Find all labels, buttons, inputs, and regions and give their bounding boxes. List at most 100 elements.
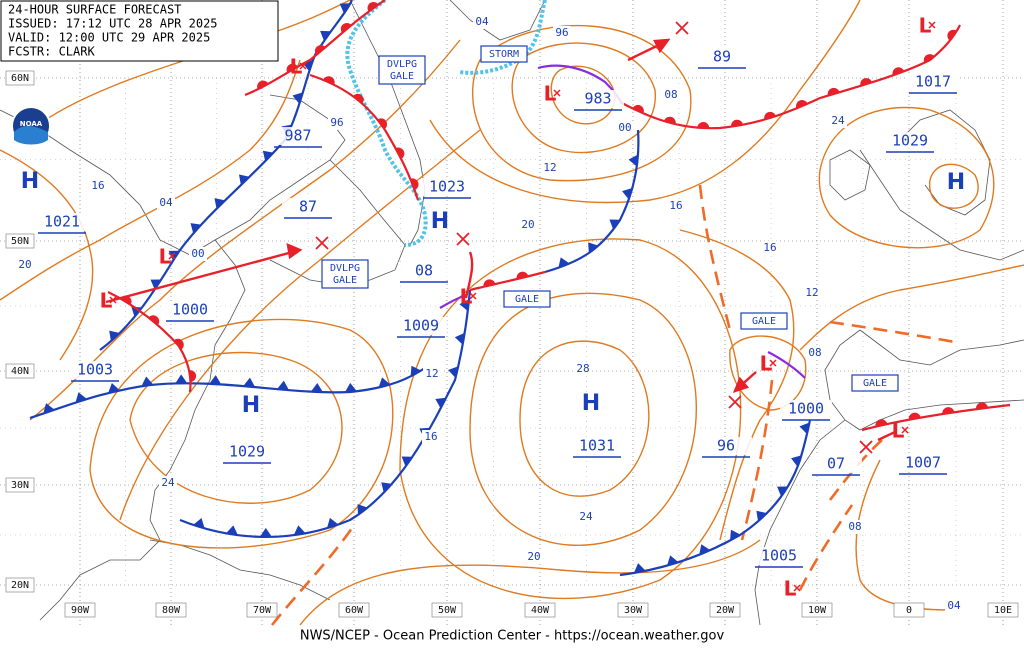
low-x	[769, 359, 777, 367]
arrow-head	[732, 376, 750, 393]
front-semicircle	[892, 67, 905, 76]
isobar-label: 16	[763, 241, 776, 254]
low-x	[299, 62, 307, 70]
cold-front	[179, 289, 472, 538]
high-symbol: H	[242, 393, 260, 418]
pressure-bg	[272, 127, 324, 145]
front-triangle	[75, 392, 87, 403]
lon-label-box	[987, 602, 1019, 618]
front-triangle	[209, 375, 222, 385]
warm-front	[861, 403, 1011, 432]
front-semicircle	[764, 111, 776, 120]
isobar	[550, 65, 616, 125]
trough	[829, 320, 956, 344]
warning-box	[740, 312, 788, 330]
front-triangle	[609, 219, 621, 230]
lat-label-box	[5, 70, 35, 86]
coastline	[859, 149, 1024, 261]
trough	[828, 439, 883, 501]
isobar-label-bg	[806, 346, 824, 360]
isobar-label: 08	[664, 88, 677, 101]
pressure-value: 87	[299, 198, 317, 216]
ice-edge-line	[459, 0, 547, 75]
occl-front	[439, 293, 467, 309]
high-symbol: H	[431, 209, 449, 234]
lon-label: 50W	[438, 605, 457, 616]
front-semicircle	[189, 370, 197, 383]
isobar-label-bg	[846, 520, 864, 534]
front-triangle	[243, 377, 256, 388]
isobar	[511, 42, 656, 154]
front-triangle	[141, 376, 154, 387]
pressure-bg	[884, 132, 936, 150]
labels: 60N 50N 40N 30N 20N 90W 80W 70W 60W 50W 40W 30W 20W 1…	[5, 14, 1019, 618]
warning-text: GALE	[390, 71, 414, 82]
front-triangle	[344, 382, 357, 393]
front-triangle	[381, 482, 392, 493]
pressure-value: 1031	[579, 437, 615, 455]
front-triangle	[628, 154, 639, 167]
isobar	[472, 25, 692, 182]
isobar-label: 16	[669, 199, 682, 212]
front-triangle	[262, 150, 274, 162]
isobar-label-bg	[577, 510, 595, 524]
isobar-label: 96	[555, 26, 568, 39]
front-semicircle	[286, 63, 298, 73]
warning-text: DVLPG	[387, 59, 417, 70]
forecast-position	[675, 21, 689, 35]
isobar-label: 00	[191, 247, 204, 260]
pressure-bg	[395, 317, 447, 335]
isobar-label: 20	[521, 218, 534, 231]
coastline	[349, 0, 426, 246]
front-triangle	[226, 525, 238, 536]
lat-label-box	[5, 363, 35, 379]
isobar	[799, 264, 1024, 351]
low-x	[109, 296, 117, 304]
forecast-position	[728, 395, 742, 409]
isobar-label: 04	[159, 196, 173, 209]
pressure-value: 1000	[172, 301, 208, 319]
isobar	[928, 163, 979, 209]
isobar-label-bg	[16, 258, 34, 272]
low-symbol: L	[760, 352, 773, 376]
pressure-bg	[810, 455, 862, 473]
front-triangle	[259, 527, 272, 537]
logo-wave	[14, 126, 48, 145]
pressure-value: 1003	[77, 361, 113, 379]
warm-front	[469, 270, 546, 292]
front-triangle	[320, 30, 331, 41]
pressure-value: 1029	[229, 443, 265, 461]
front-triangle	[454, 332, 465, 345]
isobar	[29, 39, 461, 421]
header-frame	[0, 0, 279, 62]
front-semicircle	[340, 23, 352, 33]
front-semicircle	[395, 147, 405, 159]
front-semicircle	[148, 315, 160, 326]
front-triangle	[410, 365, 422, 377]
pressure-bg	[36, 213, 88, 231]
front-triangle	[326, 517, 339, 529]
isobar-label: 12	[805, 286, 818, 299]
pressure-value: 1000	[788, 400, 824, 418]
low-symbol: L	[159, 245, 172, 269]
lat-label: 50N	[11, 236, 29, 247]
isobar-label-bg	[662, 88, 680, 102]
pressure-bg	[696, 48, 748, 66]
low-x	[901, 426, 909, 434]
trough	[270, 527, 354, 626]
track-arrow	[464, 251, 474, 299]
lon-label-box	[709, 602, 741, 618]
footer: NWS/NCEP - Ocean Prediction Center - htt…	[300, 629, 725, 644]
lon-label-box	[338, 602, 370, 618]
lon-label: 90W	[71, 605, 90, 616]
header-line: FCSTR: CLARK	[8, 45, 95, 59]
front-triangle	[168, 250, 180, 261]
front-semicircle	[923, 54, 935, 64]
front-triangle	[459, 299, 470, 312]
front-triangle	[277, 380, 289, 391]
cold-front	[99, 0, 353, 351]
front-semicircle	[663, 116, 676, 125]
pressure-bg	[780, 400, 832, 418]
warning-text: GALE	[515, 294, 539, 305]
